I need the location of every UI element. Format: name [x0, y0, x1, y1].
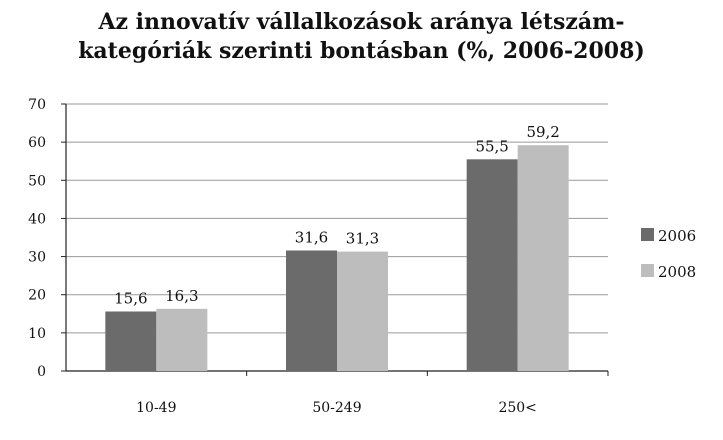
y-tick-label-10: 10	[28, 326, 46, 342]
bar-2008-250<	[517, 145, 569, 371]
x-tick-label-50-249: 50-249	[312, 400, 361, 416]
x-tick-label-10-49: 10-49	[136, 400, 176, 416]
x-tick-label-250<: 250<	[498, 400, 536, 416]
chart-title: Az innovatív vállalkozások aránya létszá…	[0, 8, 723, 66]
data-label-2006-250<: 55,5	[475, 137, 508, 155]
legend-label-2008: 2008	[658, 263, 696, 281]
data-label-2006-10-49: 15,6	[114, 289, 147, 307]
bar-2008-50-249	[337, 251, 388, 371]
y-tick-label-70: 70	[28, 97, 46, 113]
y-tick-label-0: 0	[37, 364, 46, 380]
y-tick-label-40: 40	[28, 211, 46, 227]
bar-2006-250<	[466, 159, 518, 371]
legend-swatch-2006	[641, 228, 654, 241]
data-label-2008-250<: 59,2	[526, 123, 559, 141]
data-label-2006-50-249: 31,6	[295, 228, 328, 246]
chart-title-line-1: Az innovatív vállalkozások aránya létszá…	[98, 9, 625, 35]
bar-2008-10-49	[156, 308, 208, 371]
legend-label-2006: 2006	[658, 227, 696, 245]
data-label-2008-10-49: 16,3	[165, 287, 198, 305]
data-label-2008-50-249: 31,3	[346, 230, 379, 248]
legend-swatch-2008	[641, 264, 654, 277]
y-tick-label-30: 30	[28, 250, 46, 266]
bar-2006-10-49	[105, 311, 157, 371]
chart-title-line-2: kategóriák szerinti bontásban (%, 2006-2…	[78, 38, 645, 64]
y-tick-label-20: 20	[28, 288, 46, 304]
y-tick-label-50: 50	[28, 173, 46, 189]
bar-2006-50-249	[286, 250, 337, 371]
y-tick-label-60: 60	[28, 135, 46, 151]
